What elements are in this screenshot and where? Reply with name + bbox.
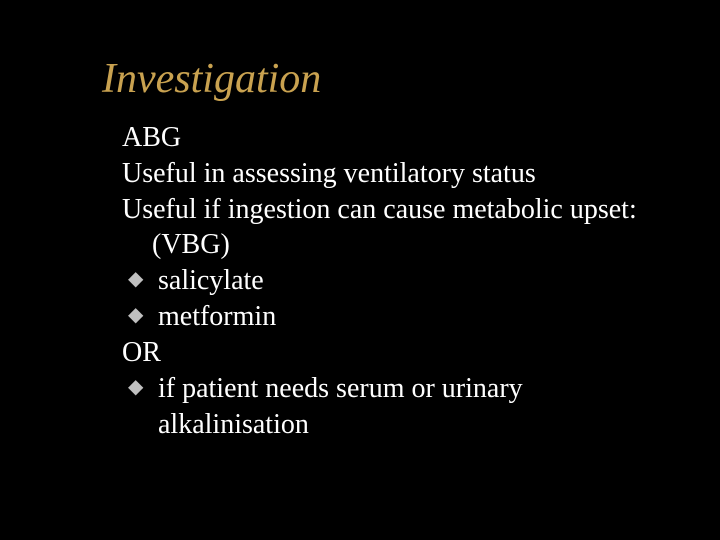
body-line: Useful if ingestion can cause metabolic … [122, 192, 642, 228]
diamond-bullet-icon: ◆ [122, 299, 158, 331]
slide-body: ABG Useful in assessing ventilatory stat… [122, 120, 642, 442]
body-line: OR [122, 335, 642, 371]
bullet-item: ◆ if patient needs serum or urinary alka… [122, 371, 642, 443]
body-line: Useful in assessing ventilatory status [122, 156, 642, 192]
diamond-bullet-icon: ◆ [122, 371, 158, 403]
bullet-text: metformin [158, 299, 642, 335]
bullet-item: ◆ metformin [122, 299, 642, 335]
slide: Investigation ABG Useful in assessing ve… [0, 0, 720, 540]
bullet-text: if patient needs serum or urinary alkali… [158, 371, 642, 443]
diamond-bullet-icon: ◆ [122, 263, 158, 295]
body-line: ABG [122, 120, 642, 156]
body-line: (VBG) [122, 227, 642, 263]
bullet-text: salicylate [158, 263, 642, 299]
slide-title: Investigation [102, 56, 321, 102]
bullet-item: ◆ salicylate [122, 263, 642, 299]
